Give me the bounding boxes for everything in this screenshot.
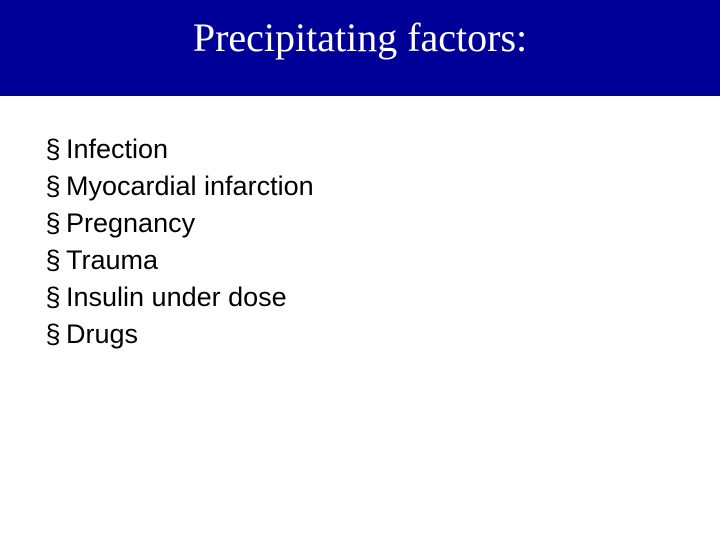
list-item-text: Pregnancy — [66, 206, 195, 241]
list-item: §Insulin under dose — [40, 280, 720, 315]
slide-content: §Infection§Myocardial infarction§Pregnan… — [0, 96, 720, 352]
list-item: §Trauma — [40, 243, 720, 278]
bullet-icon: § — [40, 206, 66, 241]
list-item: §Infection — [40, 132, 720, 167]
factors-list: §Infection§Myocardial infarction§Pregnan… — [40, 132, 720, 352]
list-item-text: Myocardial infarction — [66, 169, 314, 204]
list-item-text: Infection — [66, 132, 168, 167]
bullet-icon: § — [40, 280, 66, 315]
bullet-icon: § — [40, 243, 66, 278]
slide-title: Precipitating factors: — [0, 14, 720, 61]
list-item-text: Drugs — [66, 317, 138, 352]
list-item: §Drugs — [40, 317, 720, 352]
bullet-icon: § — [40, 132, 66, 167]
bullet-icon: § — [40, 169, 66, 204]
list-item-text: Insulin under dose — [66, 280, 287, 315]
list-item: §Myocardial infarction — [40, 169, 720, 204]
list-item-text: Trauma — [66, 243, 158, 278]
bullet-icon: § — [40, 317, 66, 352]
slide-header: Precipitating factors: — [0, 0, 720, 96]
list-item: §Pregnancy — [40, 206, 720, 241]
